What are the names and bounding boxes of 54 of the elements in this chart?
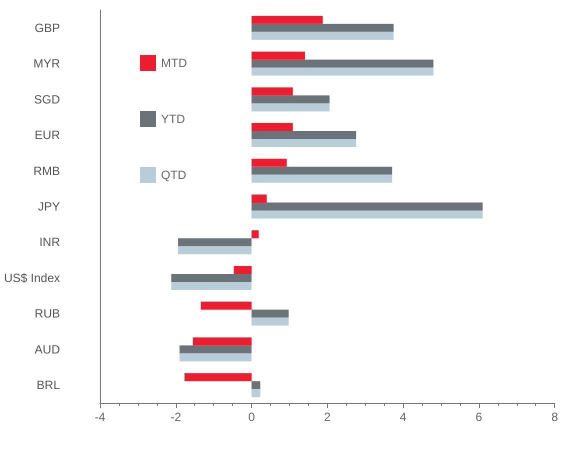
y-tick-label: JPY <box>38 200 60 214</box>
bar <box>252 103 330 112</box>
x-tick-label: 6 <box>476 410 483 424</box>
bar <box>252 87 293 96</box>
bar <box>252 60 434 68</box>
bar <box>252 318 289 326</box>
bar <box>184 373 252 382</box>
y-tick-label: BRL <box>36 378 60 392</box>
legend-label: YTD <box>161 112 186 126</box>
x-tick-label: -4 <box>94 410 106 424</box>
bar <box>252 68 434 76</box>
x-tick-label: 2 <box>324 410 331 424</box>
y-tick-label: RMB <box>33 164 60 178</box>
y-tick-label: GBP <box>34 20 60 35</box>
bar <box>252 310 289 318</box>
bar <box>252 194 267 202</box>
bar <box>252 95 330 104</box>
y-tick-label: INR <box>39 235 60 250</box>
bar <box>171 282 252 290</box>
x-tick-label: -2 <box>170 410 182 424</box>
bar <box>171 274 252 282</box>
y-tick-label: MYR <box>33 56 60 71</box>
y-tick-label: US$ Index <box>4 270 60 285</box>
y-tick-label: RUB <box>34 306 60 321</box>
bar <box>178 238 252 246</box>
bar <box>252 123 293 132</box>
bar <box>180 353 252 362</box>
x-tick-label: 4 <box>400 410 407 424</box>
bar <box>200 302 252 310</box>
bar <box>252 381 260 390</box>
bar <box>252 174 392 183</box>
x-tick-label: 8 <box>551 410 558 424</box>
bar <box>252 52 305 60</box>
x-tick-label: 0 <box>248 410 256 424</box>
bar <box>252 158 287 167</box>
bar <box>252 24 394 32</box>
bar <box>252 230 259 238</box>
bar <box>252 202 483 210</box>
y-tick-label: AUD <box>34 342 60 356</box>
legend-label: QTD <box>161 168 187 182</box>
bar <box>180 345 252 354</box>
y-tick-label: SGD <box>34 92 60 106</box>
bar <box>252 210 483 218</box>
bar <box>192 337 252 346</box>
bar <box>178 246 252 254</box>
bar <box>252 139 356 148</box>
bar <box>252 32 394 40</box>
bar <box>234 266 252 274</box>
legend-label: MTD <box>161 56 188 70</box>
bar <box>252 131 356 140</box>
bar <box>252 166 392 175</box>
bar <box>252 389 260 398</box>
y-tick-label: EUR <box>34 128 60 142</box>
bar <box>252 16 323 24</box>
